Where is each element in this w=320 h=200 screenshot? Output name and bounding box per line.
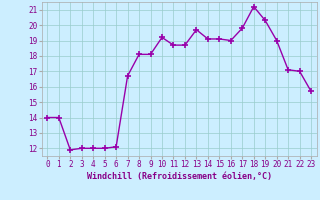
X-axis label: Windchill (Refroidissement éolien,°C): Windchill (Refroidissement éolien,°C): [87, 172, 272, 181]
